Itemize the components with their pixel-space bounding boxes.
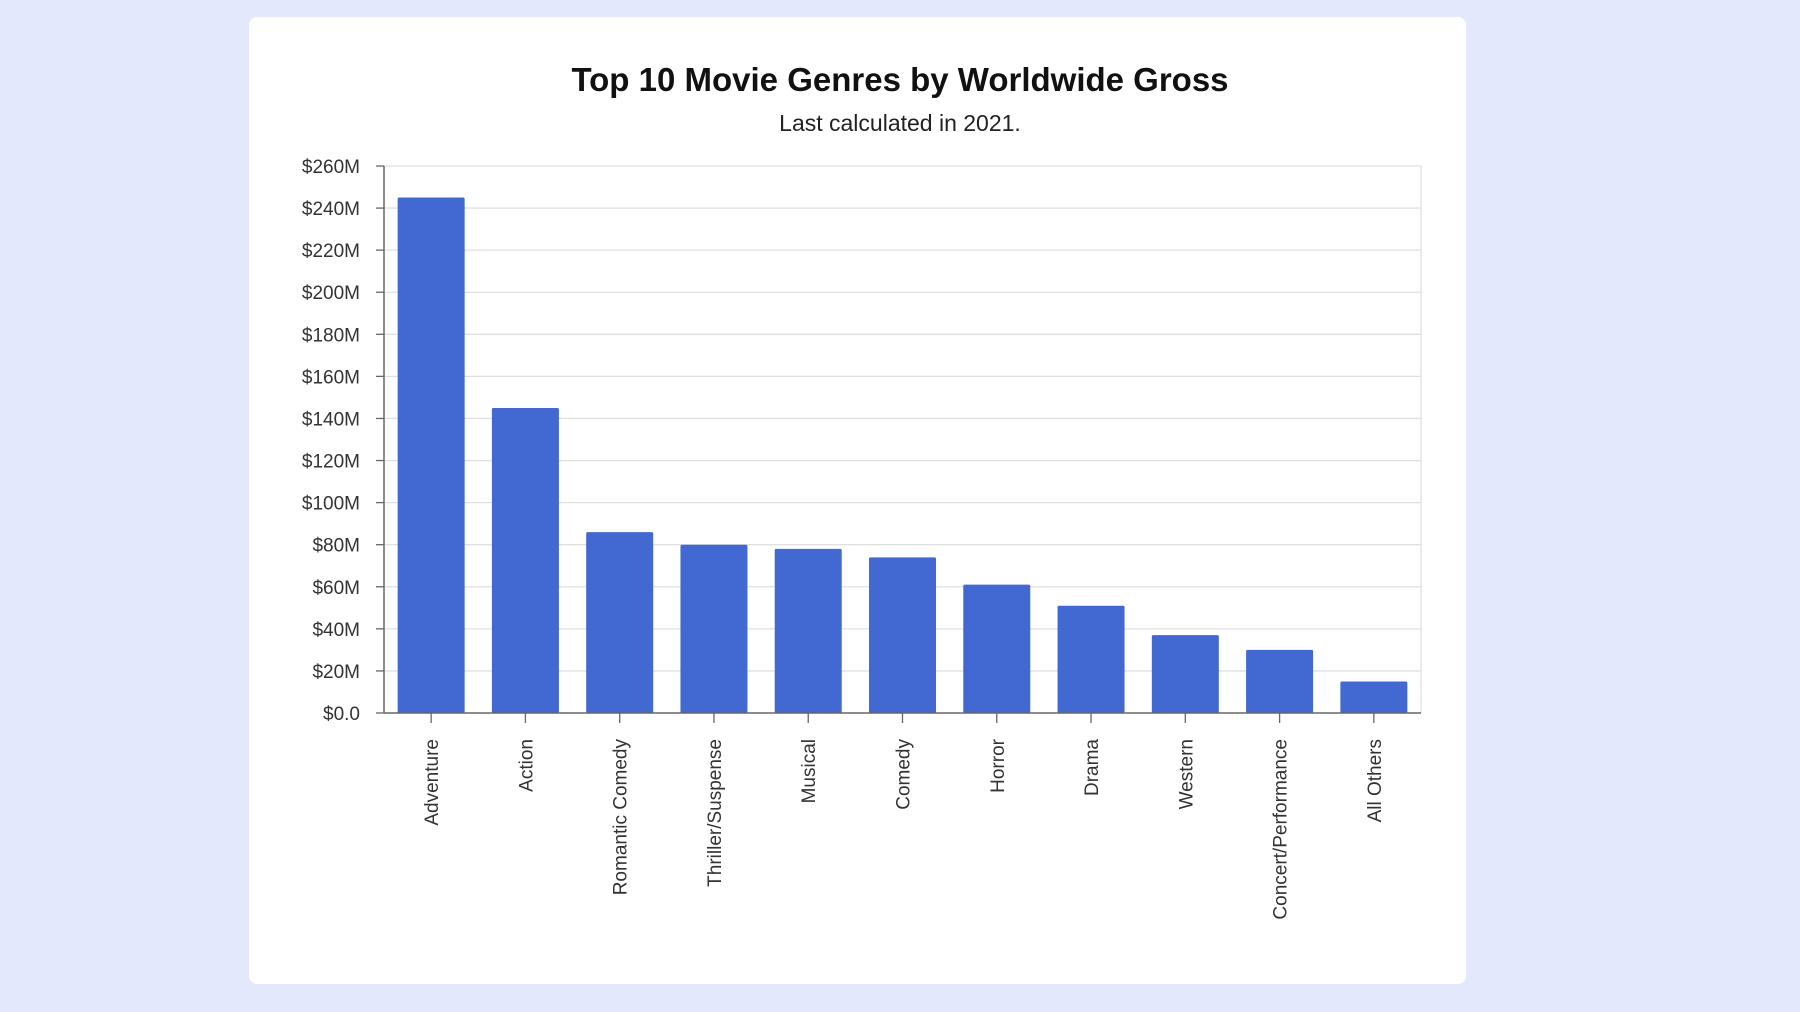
y-tick-label: $240M xyxy=(302,199,360,220)
chart-title: Top 10 Movie Genres by Worldwide Gross xyxy=(571,61,1228,98)
y-tick-label: $180M xyxy=(302,325,360,346)
bar-concert-performance xyxy=(1246,649,1314,713)
y-tick-label: $80M xyxy=(312,536,360,557)
bar-drama xyxy=(1057,605,1125,713)
x-tick-label: Concert/Performance xyxy=(1271,739,1292,920)
y-tick-label: $100M xyxy=(302,494,360,515)
y-axis-tick-labels: $0.0 $20M $40M $60M $80M $100M $120M $140M $160M… xyxy=(302,157,360,725)
bar-romantic-comedy xyxy=(586,532,654,713)
x-tick-label: All Others xyxy=(1365,739,1386,822)
y-tick-label: $20M xyxy=(312,662,360,683)
axes xyxy=(376,165,1421,723)
y-tick-label: $60M xyxy=(312,578,360,599)
y-tick-label: $140M xyxy=(302,409,360,430)
bar-all-others xyxy=(1340,681,1408,713)
y-tick-label: $160M xyxy=(302,367,360,388)
bar-action xyxy=(491,407,559,713)
y-tick-label: $200M xyxy=(302,283,360,304)
y-tick-label: $40M xyxy=(312,620,360,641)
x-tick-label: Horror xyxy=(988,738,1009,793)
x-tick-label: Drama xyxy=(1082,739,1103,796)
y-tick-label: $0.0 xyxy=(323,704,360,725)
x-tick-label: Action xyxy=(516,739,537,792)
bar-horror xyxy=(963,584,1031,713)
x-tick-label: Romantic Comedy xyxy=(611,739,632,896)
x-axis-tick-labels: Adventure Action Romantic Comedy Thriller/S… xyxy=(422,738,1386,919)
y-tick-label: $120M xyxy=(302,452,360,473)
y-tick-label: $260M xyxy=(302,157,360,178)
x-tick-label: Comedy xyxy=(894,739,915,810)
x-tick-label: Western xyxy=(1176,739,1197,809)
bar-adventure xyxy=(397,197,465,714)
bar-musical xyxy=(774,548,842,713)
bar-comedy xyxy=(869,557,936,713)
y-tick-label: $220M xyxy=(302,241,360,262)
bar-western xyxy=(1151,635,1219,713)
x-tick-label: Thriller/Suspense xyxy=(705,739,726,887)
bars xyxy=(397,197,1408,714)
x-tick-label: Adventure xyxy=(422,739,443,826)
bar-thriller-suspense xyxy=(680,544,748,713)
chart-subtitle: Last calculated in 2021. xyxy=(779,110,1021,136)
x-tick-label: Musical xyxy=(799,739,820,803)
